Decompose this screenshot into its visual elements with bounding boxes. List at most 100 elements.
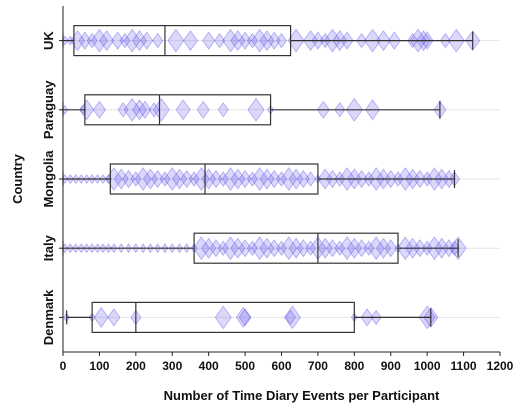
box-uk: [73, 25, 292, 57]
data-point: [325, 239, 339, 258]
data-point: [259, 30, 275, 52]
data-point: [152, 97, 170, 122]
data-point: [259, 237, 275, 259]
data-point: [159, 171, 171, 187]
data-point: [283, 305, 301, 330]
x-tick-label: 1100: [451, 359, 477, 373]
data-point: [317, 237, 333, 259]
data-point: [305, 240, 317, 256]
x-tick-label: 1200: [487, 359, 514, 373]
data-point: [131, 99, 147, 121]
data-point: [338, 236, 356, 261]
data-point: [246, 240, 258, 256]
data-point: [196, 100, 210, 119]
data-point: [251, 167, 269, 191]
tick-layer: 0 100 200 300 400 500 600 700 800 900 1000 1100 1200: [60, 352, 514, 373]
x-tick-label: 200: [126, 359, 146, 373]
y-axis-title: Country: [10, 153, 25, 204]
data-point: [172, 168, 188, 190]
data-point: [251, 28, 269, 53]
data-point: [214, 305, 232, 330]
data-point: [202, 31, 216, 50]
data-point: [288, 168, 304, 190]
data-point: [222, 167, 240, 191]
data-point: [367, 236, 385, 261]
data-point: [363, 240, 375, 256]
data-point: [78, 31, 92, 50]
x-tick-label: 400: [199, 359, 219, 373]
x-axis-title: Number of Time Diary Events per Particip…: [164, 388, 440, 403]
x-tick-label: 300: [162, 359, 182, 373]
data-point: [163, 167, 181, 191]
data-point: [134, 167, 152, 191]
data-point: [214, 32, 226, 49]
data-point: [346, 237, 362, 259]
data-point: [217, 240, 229, 256]
data-point: [222, 28, 240, 53]
data-point: [209, 239, 223, 258]
data-point: [238, 31, 252, 50]
data-point: [222, 236, 240, 261]
data-point: [334, 240, 346, 256]
category-label-paraguay: Paraguay: [41, 80, 56, 139]
data-point: [276, 32, 287, 49]
data-point: [131, 30, 147, 52]
data-point: [238, 239, 252, 258]
data-point: [113, 168, 129, 190]
data-point: [86, 32, 98, 49]
data-point: [235, 306, 251, 328]
data-point: [276, 240, 287, 256]
data-point: [217, 102, 229, 118]
data-point: [251, 236, 269, 261]
data-point: [140, 31, 154, 50]
data-point: [305, 171, 317, 187]
data-point: [92, 100, 106, 119]
data-point: [375, 237, 391, 259]
data-point: [238, 308, 252, 327]
data-point: [246, 171, 258, 187]
data-point: [288, 237, 304, 259]
x-tick-label: 700: [308, 359, 328, 373]
x-tick-label: 600: [271, 359, 291, 373]
data-point: [276, 171, 287, 187]
data-point: [280, 236, 298, 261]
data-point: [188, 171, 200, 187]
data-point: [167, 28, 185, 53]
data-point: [93, 306, 109, 328]
category-label-italy: Italy: [41, 234, 56, 261]
x-tick-label: 100: [89, 359, 109, 373]
data-point: [123, 28, 141, 53]
box-paraguay: [84, 94, 272, 126]
data-point: [142, 168, 158, 190]
data-point: [107, 308, 121, 327]
data-point: [355, 239, 369, 258]
data-point: [230, 30, 246, 52]
data-point: [151, 169, 165, 189]
x-tick-label: 1000: [414, 359, 441, 373]
x-tick-label: 500: [235, 359, 255, 373]
data-point: [230, 237, 246, 259]
data-point: [238, 169, 252, 189]
data-point: [192, 236, 210, 261]
x-tick-label: 900: [381, 359, 401, 373]
data-point: [175, 99, 191, 121]
data-point: [119, 32, 131, 49]
data-point: [296, 239, 310, 258]
data-point: [267, 239, 281, 258]
x-tick-label: 0: [60, 359, 67, 373]
box-denmark: [91, 301, 355, 333]
data-point: [90, 28, 108, 53]
data-point: [267, 31, 281, 50]
box-mongolia: [109, 163, 319, 195]
data-point: [296, 169, 310, 189]
data-point: [384, 239, 398, 258]
data-point: [148, 102, 160, 118]
category-label-denmark: Denmark: [41, 289, 56, 345]
data-point: [230, 168, 246, 190]
data-point: [117, 102, 129, 118]
data-point: [209, 169, 223, 189]
data-point: [105, 167, 123, 191]
data-point: [247, 97, 265, 122]
data-point: [285, 309, 297, 326]
data-point: [99, 30, 115, 52]
